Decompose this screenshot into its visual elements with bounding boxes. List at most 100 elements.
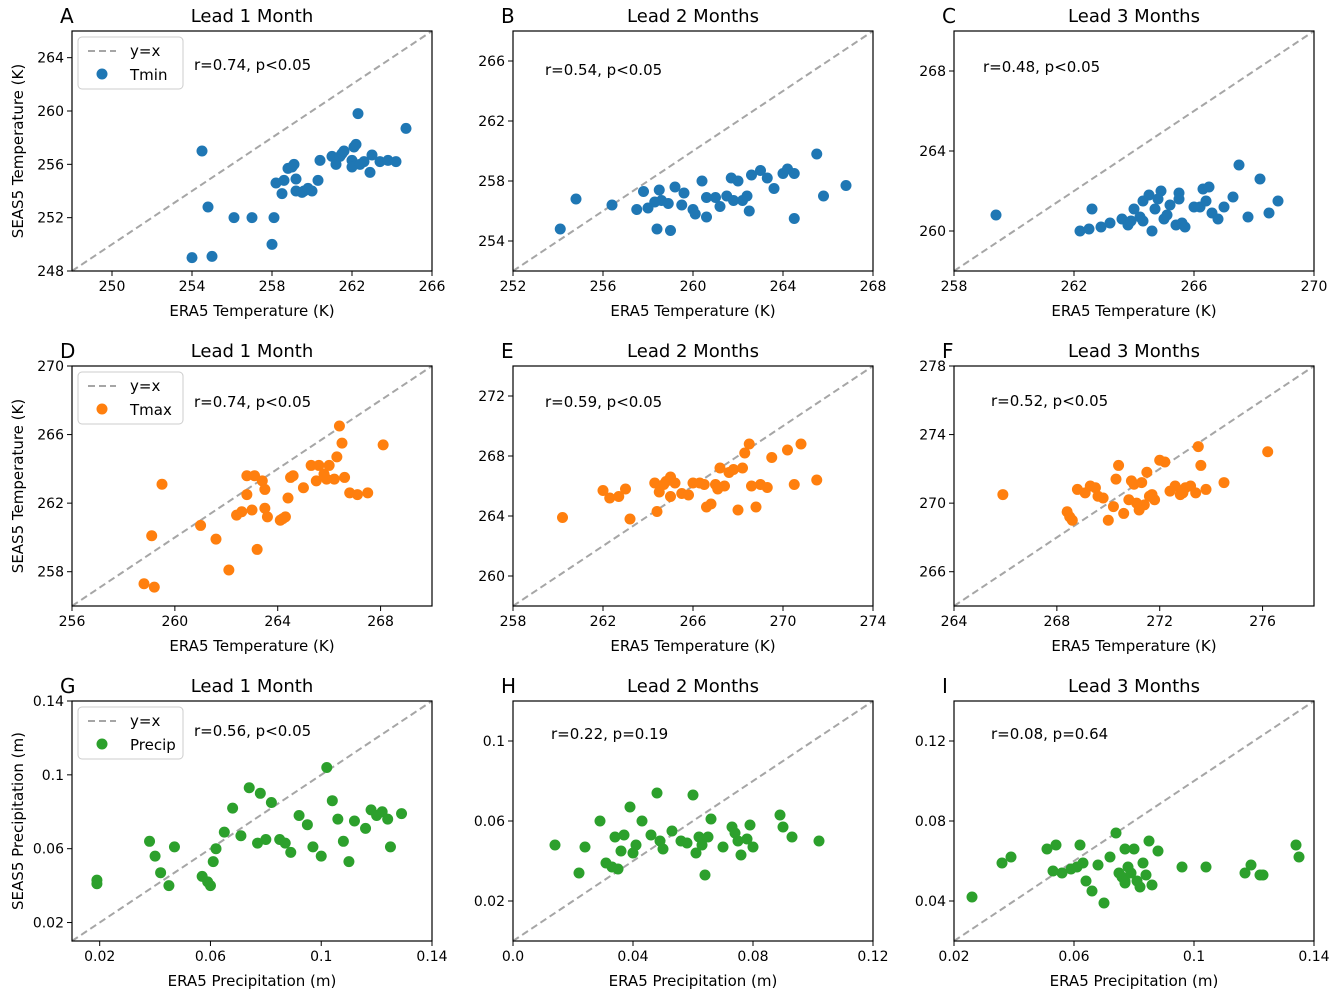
data-point [743, 438, 755, 450]
data-point [696, 175, 708, 187]
data-point [1074, 225, 1086, 237]
y-tick-label: 0.06 [33, 842, 64, 858]
panel-letter: H [501, 674, 516, 698]
data-point [259, 483, 271, 495]
data-point [1047, 865, 1059, 877]
data-point [717, 841, 729, 853]
panel-title: Lead 3 Months [1068, 6, 1200, 27]
data-point [256, 475, 268, 487]
data-point [1169, 480, 1181, 492]
data-point [265, 797, 277, 809]
y-tick-label: 266 [37, 428, 64, 444]
data-point [207, 856, 219, 868]
data-point [1092, 490, 1104, 502]
x-tick-label: 262 [339, 279, 366, 295]
data-point [811, 148, 823, 160]
data-point [1107, 501, 1119, 513]
data-point [315, 850, 327, 862]
data-point [1195, 459, 1207, 471]
data-point [638, 186, 649, 197]
panel-letter: F [942, 339, 954, 363]
data-point [701, 192, 712, 203]
y-tick-label: 260 [37, 104, 64, 120]
y-tick-label: 0.14 [33, 694, 64, 710]
data-point [1245, 859, 1257, 871]
data-point [1110, 473, 1122, 485]
data-point [631, 204, 643, 215]
data-point [228, 212, 240, 224]
data-point [1119, 877, 1131, 889]
data-point [690, 847, 702, 859]
data-point [350, 138, 362, 150]
data-point [400, 122, 412, 134]
data-point [1233, 159, 1245, 171]
data-point [246, 212, 258, 224]
data-point [741, 190, 753, 202]
x-tick-label: 258 [941, 279, 968, 295]
y-tick-label: 266 [919, 565, 946, 581]
data-point [766, 452, 778, 463]
y-tick-label: 264 [919, 144, 946, 160]
y-axis-label: SEAS5 Precipitation (m) [9, 732, 27, 910]
x-tick-label: 262 [1061, 279, 1088, 295]
data-point [1239, 867, 1251, 879]
data-point [1272, 195, 1284, 207]
data-point [786, 831, 798, 843]
x-tick-label: 0.12 [857, 949, 888, 965]
x-tick-label: 266 [680, 614, 707, 630]
x-tick-label: 0.1 [1183, 949, 1205, 965]
data-point [1102, 514, 1114, 526]
data-point [1212, 213, 1224, 225]
data-point [146, 530, 158, 542]
data-point [1192, 441, 1204, 453]
data-point [620, 483, 631, 495]
stat-annotation: r=0.56, p<0.05 [194, 722, 311, 740]
data-point [755, 165, 766, 176]
stat-annotation: r=0.74, p<0.05 [194, 393, 311, 411]
panel-title: Lead 2 Months [627, 676, 759, 697]
data-point [1176, 861, 1188, 873]
stat-annotation: r=0.08, p=0.64 [991, 725, 1108, 743]
data-point [1152, 193, 1164, 205]
data-point [364, 166, 376, 178]
y-tick-label: 0.1 [42, 768, 64, 784]
data-point [649, 477, 661, 489]
data-point [966, 891, 978, 903]
data-point [1242, 211, 1254, 223]
identity-line [71, 700, 433, 942]
data-point [606, 199, 618, 211]
data-point [774, 809, 786, 821]
data-point [761, 172, 773, 184]
data-point [366, 149, 378, 161]
data-point [1254, 173, 1266, 185]
x-axis-label: ERA5 Precipitation (m) [609, 972, 778, 990]
panel-title: Lead 3 Months [1068, 676, 1200, 697]
data-point [594, 815, 606, 827]
data-point [148, 581, 160, 593]
data-point [278, 174, 290, 186]
data-point [1119, 843, 1131, 855]
data-point [321, 761, 333, 773]
x-tick-label: 266 [419, 279, 446, 295]
x-tick-label: 270 [770, 614, 797, 630]
x-tick-label: 0.04 [617, 949, 648, 965]
y-tick-label: 0.06 [474, 814, 505, 830]
axes-frame [71, 30, 433, 272]
y-tick-label: 258 [478, 174, 505, 190]
data-point [728, 195, 739, 206]
data-point [1152, 845, 1164, 857]
x-tick-label: 268 [367, 614, 394, 630]
identity-line [953, 30, 1315, 272]
data-point [276, 188, 288, 200]
x-tick-label: 264 [264, 614, 291, 630]
x-axis-label: ERA5 Temperature (K) [1051, 302, 1216, 320]
data-point [1074, 839, 1086, 851]
data-point [1128, 843, 1140, 855]
data-point [739, 447, 751, 459]
legend: y=x Precip [77, 706, 184, 760]
x-axis-label: ERA5 Temperature (K) [610, 302, 775, 320]
panel-c: 258 262 266 270 260 264 268 Lead 3 Months C ERA5 … [919, 4, 1327, 320]
data-point [343, 856, 355, 868]
data-point [666, 825, 678, 837]
data-point [687, 789, 699, 801]
